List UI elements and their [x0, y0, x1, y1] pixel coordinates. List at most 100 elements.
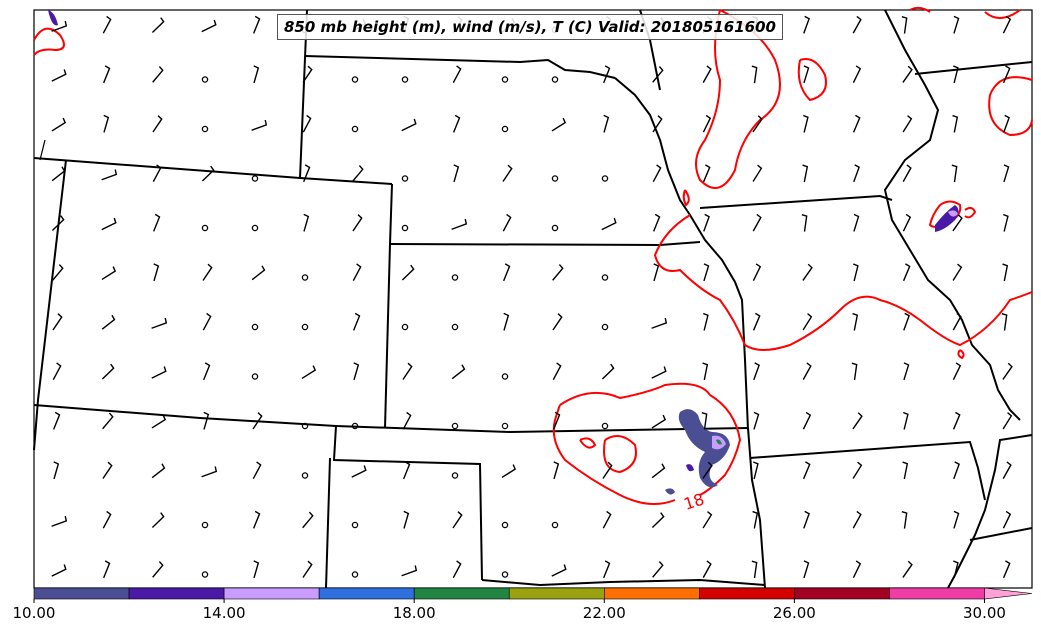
- wind-barb: [53, 411, 61, 430]
- wind-barb: [553, 411, 561, 430]
- wind-barb: [601, 217, 617, 231]
- wind-barb: [53, 461, 60, 480]
- colorbar-tick-label: 22.00: [583, 604, 626, 622]
- wind-barb: [751, 65, 758, 84]
- wind-barb: [951, 164, 958, 183]
- wind-barb: [603, 560, 611, 579]
- wind-barb: [252, 461, 262, 480]
- wind-barb: [201, 19, 217, 33]
- wind-barb: [451, 364, 466, 380]
- wind-barb: [501, 464, 517, 479]
- wind-barb: [353, 362, 360, 381]
- wind-barb: [902, 213, 912, 232]
- calm-wind-marker: [301, 472, 309, 479]
- wind-barb: [302, 114, 312, 133]
- contour-ok-inner: [603, 435, 637, 474]
- wind-barb: [103, 65, 111, 84]
- calm-wind-marker: [451, 323, 459, 331]
- wind-barb: [202, 263, 213, 281]
- wind-barb: [602, 510, 612, 529]
- wind-barb: [752, 164, 763, 182]
- wind-barb: [802, 362, 812, 380]
- wind-barb: [652, 561, 664, 578]
- colorbar-tick-label: 18.00: [393, 604, 436, 622]
- wind-barb: [452, 511, 463, 529]
- wind-barb: [803, 560, 810, 579]
- wind-barb: [101, 266, 117, 281]
- contour-nw: [33, 27, 65, 56]
- wind-barbs: [51, 15, 1013, 579]
- colorbar-tick-label: 30.00: [963, 604, 1006, 622]
- wind-barb: [253, 65, 260, 84]
- wind-barb: [302, 560, 313, 578]
- wind-barb: [952, 362, 962, 381]
- wind-barb: [753, 362, 760, 381]
- calm-wind-marker: [201, 224, 209, 232]
- wind-barb: [952, 312, 962, 331]
- calm-wind-marker: [601, 422, 609, 430]
- wind-barb: [852, 65, 862, 84]
- wind-barb: [51, 69, 67, 82]
- colorbar-bin: [889, 587, 985, 600]
- wind-barb: [402, 362, 413, 380]
- wind-barb: [1001, 313, 1008, 331]
- calm-wind-marker: [601, 323, 609, 331]
- border-co-nm: [33, 404, 337, 427]
- precip-core-2: [716, 439, 722, 445]
- wind-barb: [652, 66, 664, 83]
- wind-barb: [351, 465, 367, 478]
- wind-barb: [51, 20, 68, 32]
- wind-barb: [52, 313, 63, 331]
- wind-barb: [852, 560, 862, 579]
- calm-wind-marker: [351, 571, 359, 578]
- wind-barb: [353, 312, 361, 331]
- wind-barb: [902, 263, 911, 282]
- wind-barb: [852, 510, 862, 529]
- border-ar-la: [969, 527, 1033, 541]
- wind-barb: [1002, 510, 1012, 529]
- contour-ia-blob: [797, 58, 827, 102]
- wind-barb: [203, 362, 211, 381]
- contour-il-blob-2: [964, 206, 977, 219]
- wind-barb: [502, 164, 513, 182]
- map-frame: [33, 9, 1033, 589]
- colorbar-bin: [413, 587, 510, 600]
- wind-barb: [803, 510, 810, 529]
- wind-barb: [752, 510, 759, 529]
- wind-barb: [251, 265, 266, 281]
- wind-barb: [553, 461, 560, 480]
- wind-barb: [101, 169, 118, 181]
- calm-wind-marker: [201, 125, 209, 133]
- wind-barb: [552, 313, 563, 331]
- wind-barb: [952, 114, 959, 133]
- colorbar-bin: [223, 587, 320, 600]
- wind-barb: [953, 65, 959, 84]
- border-ok-ar: [747, 427, 766, 589]
- colorbar-tick-label: 14.00: [203, 604, 246, 622]
- wind-barb: [702, 362, 709, 381]
- border-sd-ne: [304, 55, 616, 79]
- wind-barb: [651, 317, 668, 329]
- lake-outline: [39, 139, 46, 161]
- colorbar-bin: [33, 587, 130, 600]
- calm-wind-marker: [251, 175, 259, 182]
- calm-wind-marker: [251, 323, 259, 331]
- wind-barb: [102, 461, 113, 479]
- wind-barb: [902, 560, 913, 578]
- wind-barb: [1003, 114, 1010, 133]
- wind-barb: [752, 312, 761, 331]
- wind-barb: [651, 463, 666, 479]
- shaded-fields: [48, 10, 959, 495]
- wind-barb: [153, 213, 161, 232]
- wind-barb: [851, 362, 858, 381]
- colorbar-bin: [128, 587, 225, 600]
- wind-barb: [753, 461, 759, 480]
- colorbar-tick-label: 26.00: [773, 604, 816, 622]
- wind-barb: [301, 365, 317, 380]
- wind-barb: [152, 115, 163, 133]
- wind-barb: [402, 411, 412, 430]
- state-boundaries: [33, 9, 1033, 589]
- wind-barb: [551, 564, 567, 577]
- calm-wind-marker: [351, 422, 359, 430]
- wind-barb: [403, 461, 411, 480]
